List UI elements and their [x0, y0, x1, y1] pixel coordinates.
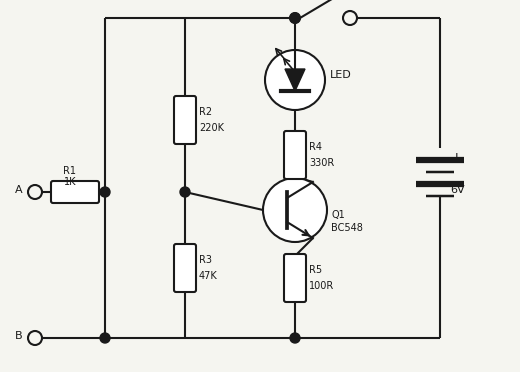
FancyBboxPatch shape	[174, 244, 196, 292]
Text: 100R: 100R	[309, 281, 334, 291]
Text: +: +	[450, 151, 462, 165]
FancyBboxPatch shape	[284, 131, 306, 179]
FancyBboxPatch shape	[51, 181, 99, 203]
Circle shape	[290, 13, 300, 23]
Text: 330R: 330R	[309, 158, 334, 168]
Text: R5: R5	[309, 265, 322, 275]
Text: R2: R2	[199, 107, 212, 117]
Circle shape	[263, 178, 327, 242]
FancyBboxPatch shape	[284, 254, 306, 302]
Text: 47K: 47K	[199, 271, 218, 281]
Circle shape	[290, 333, 300, 343]
Circle shape	[290, 13, 300, 23]
Polygon shape	[285, 69, 305, 91]
Text: BC548: BC548	[331, 223, 363, 233]
Text: 1K: 1K	[64, 177, 76, 187]
Text: LED: LED	[330, 70, 352, 80]
Text: 6V: 6V	[450, 185, 465, 195]
Text: Q1: Q1	[331, 210, 345, 220]
Circle shape	[28, 331, 42, 345]
Text: R4: R4	[309, 142, 322, 152]
Circle shape	[343, 11, 357, 25]
FancyBboxPatch shape	[174, 96, 196, 144]
Text: 220K: 220K	[199, 123, 224, 133]
Circle shape	[265, 50, 325, 110]
Text: B: B	[16, 331, 23, 341]
Circle shape	[100, 187, 110, 197]
Text: S1: S1	[345, 0, 359, 1]
Text: A: A	[16, 185, 23, 195]
Circle shape	[180, 187, 190, 197]
Circle shape	[28, 185, 42, 199]
Circle shape	[100, 333, 110, 343]
Text: R3: R3	[199, 255, 212, 265]
Text: R1: R1	[63, 166, 76, 176]
